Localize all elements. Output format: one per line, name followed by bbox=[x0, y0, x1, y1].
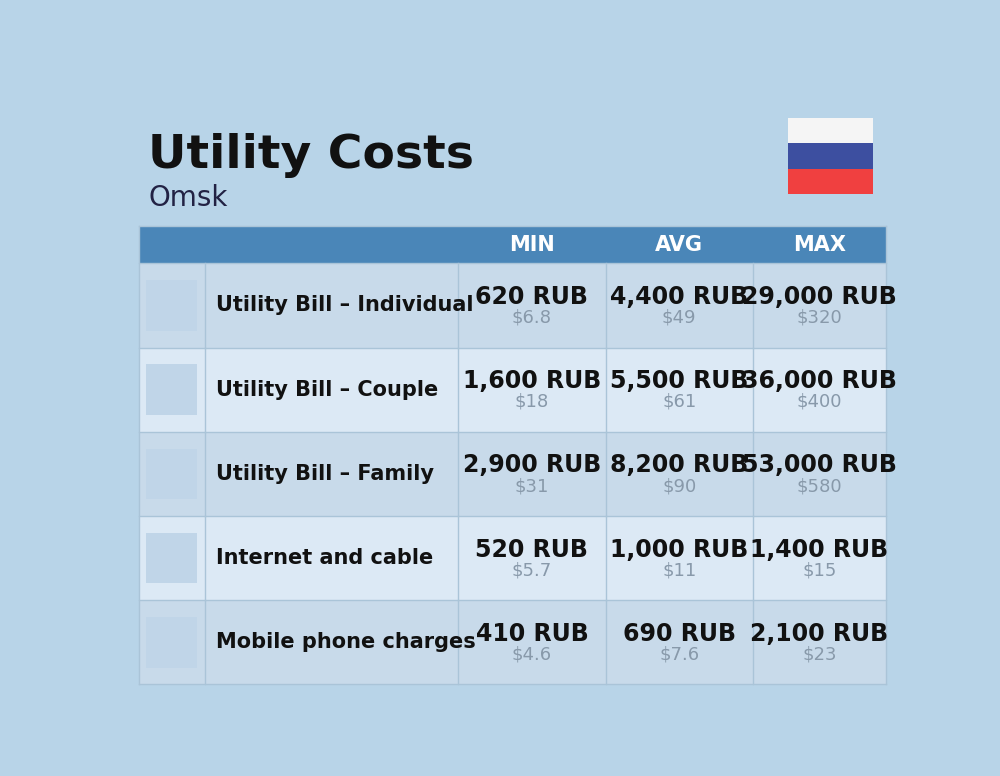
Text: $31: $31 bbox=[515, 477, 549, 495]
Text: 1,400 RUB: 1,400 RUB bbox=[750, 538, 888, 562]
Bar bbox=[146, 280, 197, 331]
Bar bbox=[139, 601, 886, 684]
Text: 53,000 RUB: 53,000 RUB bbox=[742, 453, 897, 477]
Bar bbox=[139, 227, 886, 263]
Text: $23: $23 bbox=[802, 646, 837, 663]
Bar bbox=[139, 348, 886, 431]
Text: $11: $11 bbox=[662, 562, 696, 580]
Text: $15: $15 bbox=[802, 562, 837, 580]
Bar bbox=[146, 533, 197, 584]
Text: 4,400 RUB: 4,400 RUB bbox=[610, 285, 748, 309]
Text: Internet and cable: Internet and cable bbox=[216, 548, 434, 568]
Text: $320: $320 bbox=[797, 309, 842, 327]
Text: 520 RUB: 520 RUB bbox=[475, 538, 588, 562]
Text: Utility Bill – Family: Utility Bill – Family bbox=[216, 464, 434, 484]
Bar bbox=[788, 168, 873, 194]
Text: $18: $18 bbox=[515, 393, 549, 411]
Text: Utility Bill – Couple: Utility Bill – Couple bbox=[216, 379, 439, 400]
Text: $400: $400 bbox=[797, 393, 842, 411]
Text: 5,500 RUB: 5,500 RUB bbox=[610, 369, 748, 393]
Text: 1,600 RUB: 1,600 RUB bbox=[463, 369, 601, 393]
Text: 2,100 RUB: 2,100 RUB bbox=[750, 622, 888, 646]
Text: Omsk: Omsk bbox=[148, 184, 228, 212]
Text: 410 RUB: 410 RUB bbox=[476, 622, 588, 646]
Text: Utility Costs: Utility Costs bbox=[148, 133, 474, 178]
Text: $6.8: $6.8 bbox=[512, 309, 552, 327]
Text: $90: $90 bbox=[662, 477, 696, 495]
Text: 29,000 RUB: 29,000 RUB bbox=[742, 285, 897, 309]
Text: 2,900 RUB: 2,900 RUB bbox=[463, 453, 601, 477]
Text: $61: $61 bbox=[662, 393, 696, 411]
Text: MIN: MIN bbox=[509, 235, 555, 255]
Text: $580: $580 bbox=[797, 477, 842, 495]
Text: 1,000 RUB: 1,000 RUB bbox=[610, 538, 748, 562]
Text: 36,000 RUB: 36,000 RUB bbox=[742, 369, 897, 393]
Bar bbox=[139, 431, 886, 516]
Text: $49: $49 bbox=[662, 309, 696, 327]
Text: $7.6: $7.6 bbox=[659, 646, 699, 663]
Text: Mobile phone charges: Mobile phone charges bbox=[216, 632, 476, 653]
Text: $4.6: $4.6 bbox=[512, 646, 552, 663]
Bar bbox=[146, 449, 197, 499]
Text: 620 RUB: 620 RUB bbox=[475, 285, 588, 309]
Bar bbox=[146, 365, 197, 415]
Bar bbox=[788, 143, 873, 168]
Bar bbox=[139, 263, 886, 348]
Text: Utility Bill – Individual: Utility Bill – Individual bbox=[216, 296, 474, 315]
Text: 8,200 RUB: 8,200 RUB bbox=[610, 453, 748, 477]
Text: MAX: MAX bbox=[793, 235, 846, 255]
Bar bbox=[139, 516, 886, 601]
Bar bbox=[146, 617, 197, 667]
Text: AVG: AVG bbox=[655, 235, 703, 255]
Text: $5.7: $5.7 bbox=[512, 562, 552, 580]
Text: 690 RUB: 690 RUB bbox=[623, 622, 736, 646]
Bar bbox=[788, 118, 873, 143]
